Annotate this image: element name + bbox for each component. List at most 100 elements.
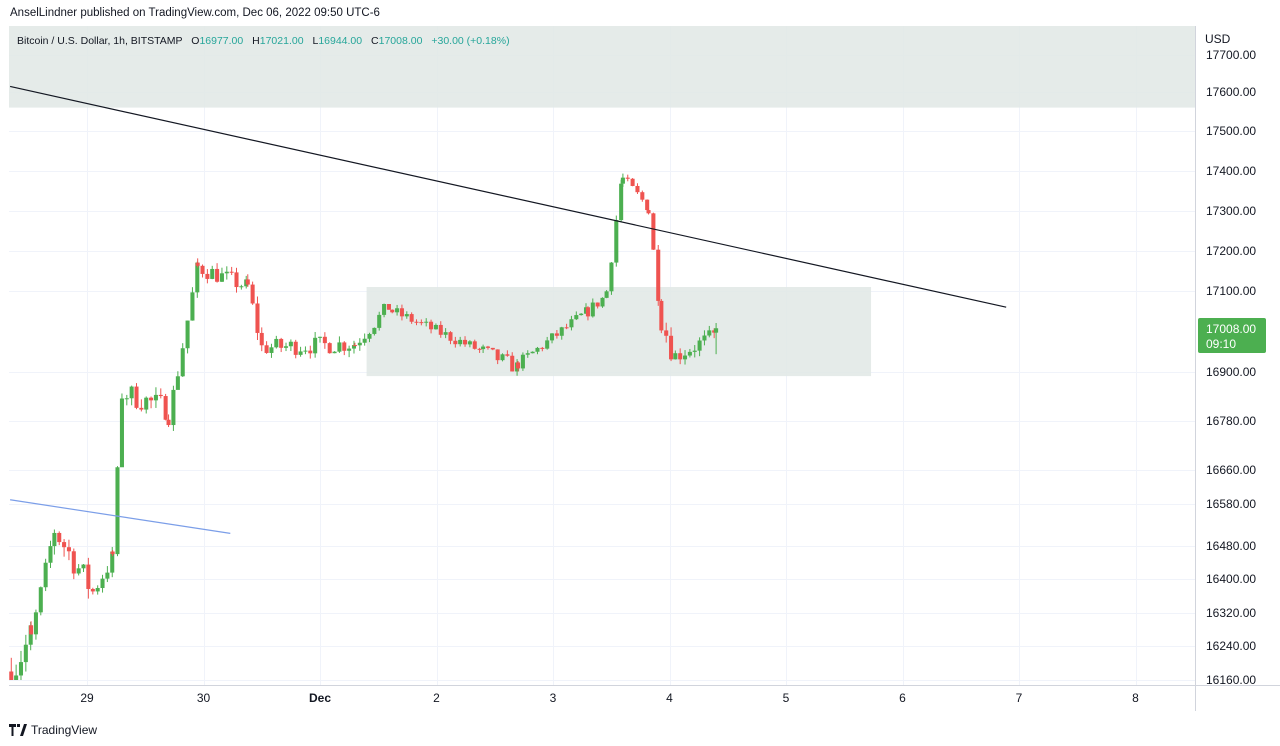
candle-body: [620, 177, 625, 184]
candle-body: [510, 355, 515, 372]
candle-body: [279, 338, 284, 348]
candle-body: [697, 340, 702, 351]
candle-body: [707, 330, 712, 336]
candle-body: [585, 307, 590, 317]
candle-body: [234, 272, 239, 288]
candle-body: [377, 314, 382, 328]
candle-body: [362, 338, 367, 343]
time-tick-1: 30: [197, 691, 211, 705]
price-tick-8: 16780.00: [1206, 414, 1256, 428]
candle-body: [245, 279, 250, 285]
candle-body: [175, 376, 180, 390]
last-price-value: 17008.00: [1206, 322, 1256, 336]
candle-body: [659, 300, 664, 331]
candle-body: [134, 386, 139, 408]
candle-body: [28, 625, 33, 645]
candle-body: [166, 419, 171, 426]
time-tick-9: 8: [1132, 691, 1139, 705]
candle-body: [625, 177, 630, 179]
trendline-1[interactable]: [10, 499, 231, 534]
candle-body: [342, 342, 347, 351]
candle-body: [195, 262, 200, 266]
price-tick-5: 17200.00: [1206, 244, 1256, 258]
candle-body: [110, 551, 115, 555]
candle-body: [81, 564, 86, 569]
zone-rect-0[interactable]: [9, 26, 1195, 108]
price-tick-0: 17700.00: [1206, 48, 1256, 62]
candle-body: [386, 304, 391, 310]
candle-body: [485, 346, 490, 348]
candle-body: [288, 341, 293, 347]
candle-body: [139, 407, 144, 410]
candle-body: [322, 336, 327, 344]
candle-body: [472, 341, 477, 349]
candle-body: [579, 313, 584, 316]
candle-body: [66, 547, 71, 552]
candle-body: [540, 347, 545, 349]
candle-body: [692, 350, 697, 352]
candle-body: [687, 351, 692, 356]
candle-body: [640, 192, 645, 200]
legend-symbol: Bitcoin / U.S. Dollar, 1h, BITSTAMP: [17, 35, 183, 47]
candle-body: [453, 340, 458, 345]
price-axis[interactable]: 17700.00 17600.00 17500.00 17400.00 17300.00…: [1206, 48, 1256, 687]
time-tick-5: 4: [666, 691, 673, 705]
last-price-countdown: 09:10: [1206, 337, 1236, 351]
legend-row: Bitcoin / U.S. Dollar, 1h, BITSTAMP O169…: [17, 35, 510, 47]
candle-body: [382, 304, 387, 315]
candle-body: [337, 342, 342, 352]
candle-body: [357, 342, 362, 346]
candle-body: [144, 397, 149, 410]
trendline-0[interactable]: [9, 85, 1007, 308]
candle-body: [600, 297, 605, 307]
last-price-label: 17008.00 09:10: [1198, 318, 1266, 353]
candle-body: [678, 353, 683, 360]
candle-body: [367, 333, 372, 339]
candle-body: [219, 273, 224, 282]
legend-low-value: 16944.00: [318, 35, 362, 47]
candle-body: [48, 546, 53, 563]
candle-body: [590, 302, 595, 317]
candle-body: [669, 335, 674, 360]
price-tick-4: 17300.00: [1206, 204, 1256, 218]
candle-body: [372, 327, 377, 334]
candle-body: [351, 345, 357, 349]
price-tick-2: 17500.00: [1206, 124, 1256, 138]
candle-body: [57, 532, 62, 543]
candle-body: [656, 249, 661, 301]
candle-body: [308, 350, 313, 354]
candle-body: [14, 675, 19, 680]
price-tick-13: 16320.00: [1206, 606, 1256, 620]
candle-body: [500, 354, 505, 361]
trendlines[interactable]: [9, 85, 1007, 534]
candle-body: [86, 564, 91, 589]
candle-body: [467, 341, 472, 345]
candle-body: [490, 347, 495, 350]
legend-low-label: L: [312, 35, 318, 47]
candle-body: [163, 396, 168, 420]
candle-body: [100, 578, 105, 589]
candle-body: [419, 322, 424, 324]
time-axis[interactable]: 29 30 Dec 2 3 4 5 6 7 8: [80, 691, 1139, 705]
candle-body: [630, 178, 635, 186]
candle-body: [429, 321, 434, 330]
tradingview-brand[interactable]: TradingView: [9, 722, 97, 738]
candle-body: [673, 353, 678, 360]
price-tick-6: 17100.00: [1206, 284, 1256, 298]
candle-body: [124, 398, 129, 400]
candle-body: [433, 324, 438, 330]
candle-body: [33, 612, 38, 635]
candle-body: [463, 339, 468, 345]
candle-body: [332, 351, 337, 354]
legend-change: +30.00 (+0.18%): [431, 35, 509, 47]
candle-body: [200, 265, 205, 274]
candle-body: [52, 532, 57, 547]
candle-body: [683, 355, 688, 360]
candle-body: [443, 332, 448, 335]
candle-body: [317, 336, 323, 338]
candle-body: [352, 345, 357, 347]
candle-body: [614, 220, 619, 263]
time-axis-mask: [0, 686, 1195, 711]
